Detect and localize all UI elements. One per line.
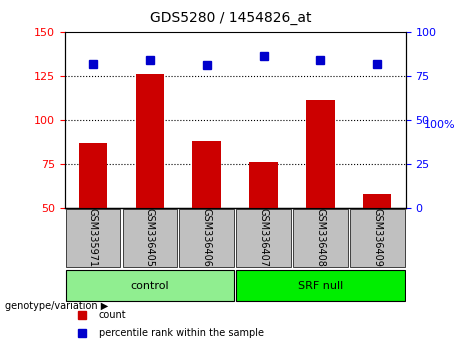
Bar xyxy=(249,162,278,208)
FancyBboxPatch shape xyxy=(236,209,291,267)
Text: count: count xyxy=(99,310,126,320)
Bar xyxy=(193,141,221,208)
FancyBboxPatch shape xyxy=(350,209,405,267)
Y-axis label: 100%: 100% xyxy=(423,120,455,130)
Text: GSM336409: GSM336409 xyxy=(372,209,382,267)
Text: GDS5280 / 1454826_at: GDS5280 / 1454826_at xyxy=(150,11,311,25)
Text: percentile rank within the sample: percentile rank within the sample xyxy=(99,328,264,338)
Text: GSM336405: GSM336405 xyxy=(145,209,155,267)
Text: GSM336407: GSM336407 xyxy=(259,209,269,267)
Bar xyxy=(306,101,335,208)
FancyBboxPatch shape xyxy=(65,209,120,267)
FancyBboxPatch shape xyxy=(179,209,234,267)
Bar xyxy=(136,74,164,208)
FancyBboxPatch shape xyxy=(293,209,348,267)
Text: SRF null: SRF null xyxy=(298,281,343,291)
FancyBboxPatch shape xyxy=(65,270,234,301)
FancyBboxPatch shape xyxy=(123,209,177,267)
Bar xyxy=(363,194,391,208)
Text: control: control xyxy=(130,281,169,291)
Text: GSM335971: GSM335971 xyxy=(88,208,98,267)
FancyBboxPatch shape xyxy=(236,270,405,301)
Bar xyxy=(79,143,107,208)
Text: GSM336408: GSM336408 xyxy=(315,209,325,267)
Text: genotype/variation ▶: genotype/variation ▶ xyxy=(5,301,108,311)
Text: GSM336406: GSM336406 xyxy=(201,209,212,267)
